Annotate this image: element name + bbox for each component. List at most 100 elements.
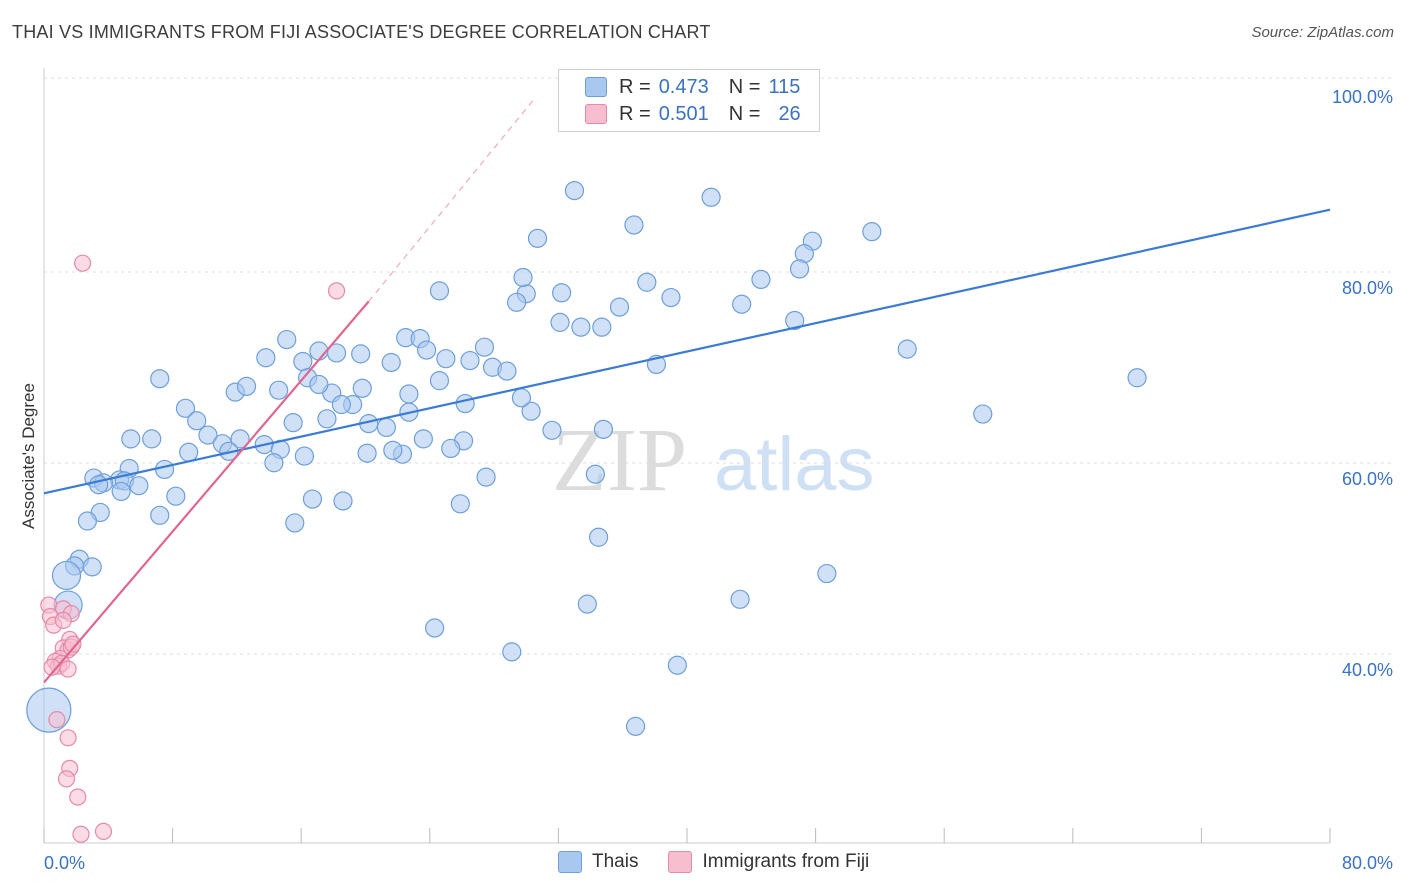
thais-point [198, 425, 218, 445]
thais-point [187, 411, 207, 431]
source-credit: Source: ZipAtlas.com [1251, 24, 1394, 41]
thais-point [593, 419, 614, 439]
thais-point [277, 329, 297, 350]
thais-trend-line [43, 208, 1331, 495]
thais-point [511, 388, 532, 408]
trend-lines [43, 96, 1331, 684]
fiji-point [59, 660, 77, 678]
thais-point [82, 557, 102, 577]
thais-point [413, 429, 433, 449]
thais-point [441, 438, 461, 459]
thais-point [230, 429, 250, 449]
thais-point [333, 491, 353, 511]
thais-point [897, 339, 917, 359]
legend-r-value: 0.473 [658, 75, 709, 98]
thais-point [269, 380, 289, 400]
x-tick-label-right: 80.0% [1342, 853, 1393, 873]
fiji-legend-label: Immigrants from Fiji [702, 851, 870, 872]
thais-point [785, 310, 805, 331]
thais-point [577, 594, 597, 614]
fiji-trend-line [43, 300, 370, 684]
fiji-point [327, 282, 346, 300]
thais-point [585, 464, 605, 484]
fiji-point [69, 788, 87, 806]
thais-point [667, 655, 687, 675]
thais-point [351, 344, 371, 364]
y-tick-label: 80.0% [1342, 278, 1393, 298]
thais-point [460, 350, 480, 371]
thais-point [425, 618, 445, 638]
thais-point [416, 340, 437, 360]
thais-point [26, 687, 72, 733]
legend-item-thais[interactable]: Thais [558, 851, 638, 873]
thais-point [129, 476, 149, 496]
thais-point [817, 563, 837, 584]
y-tick-label: 40.0% [1342, 660, 1393, 680]
thais-point [302, 489, 323, 509]
thais-point [357, 443, 377, 463]
legend-row-fiji: R = 0.501 N = 26 [585, 101, 801, 127]
thais-point [175, 398, 196, 418]
series-legend: Thais Immigrants from Fiji [558, 851, 899, 873]
y-tick-label: 100.0% [1332, 87, 1393, 107]
y-tick-labels: 100.0% 80.0% 60.0% 40.0% [1332, 87, 1393, 680]
legend-n-value: 26 [778, 102, 801, 125]
fiji-point [73, 254, 92, 272]
thais-point [293, 351, 313, 372]
thais-point [450, 494, 470, 514]
watermark-zip: ZIP [552, 411, 687, 510]
stats-legend: R = 0.473 N = 115 R = 0.501 N = 26 [558, 69, 820, 132]
thais-point [973, 404, 993, 424]
fiji-point [43, 658, 61, 676]
thais-point [429, 371, 450, 391]
x-tick-label-left: 0.0% [44, 853, 85, 873]
legend-n-value: 115 [768, 75, 801, 98]
thais-legend-swatch [558, 851, 582, 873]
thais-point [637, 272, 657, 292]
fiji-swatch [585, 104, 607, 124]
thais-legend-label: Thais [592, 851, 639, 872]
thais-point [527, 228, 548, 248]
thais-point [77, 511, 98, 531]
thais-point [571, 317, 591, 337]
thais-point [550, 312, 570, 332]
thais-point [624, 215, 644, 235]
fiji-legend-swatch [668, 851, 693, 873]
thais-swatch [585, 77, 607, 97]
thais-point [436, 349, 456, 369]
thais-point [513, 267, 533, 288]
thais-point [521, 401, 541, 421]
thais-point [609, 297, 630, 317]
thais-point [552, 283, 572, 303]
thais-point [474, 337, 495, 357]
grid-lines [44, 77, 1393, 655]
thais-point [166, 486, 186, 506]
thais-point [376, 417, 396, 438]
thais-point [399, 384, 419, 404]
thais-point [789, 259, 810, 279]
thais-point [283, 413, 303, 433]
thais-point [592, 317, 612, 337]
legend-r-value: 0.501 [658, 102, 709, 125]
fiji-point [57, 770, 76, 788]
thais-point [236, 376, 257, 396]
thais-point [507, 292, 527, 312]
thais-point [381, 352, 401, 373]
thais-point [352, 378, 372, 398]
thais-point [564, 180, 585, 201]
thais-point [142, 429, 162, 449]
thais-point [383, 440, 403, 460]
thais-point [331, 394, 351, 415]
thais-point [179, 442, 199, 462]
legend-item-fiji[interactable]: Immigrants from Fiji [668, 851, 869, 873]
thais-point [150, 505, 170, 525]
legend-r-label: R = [619, 102, 651, 125]
thais-point [294, 446, 315, 466]
fiji-points [40, 254, 346, 843]
thais-point [455, 393, 475, 414]
thais-point [89, 475, 109, 495]
thais-point [285, 513, 305, 533]
thais-point [309, 374, 329, 395]
thais-point [732, 294, 752, 314]
thais-points [26, 180, 1147, 736]
